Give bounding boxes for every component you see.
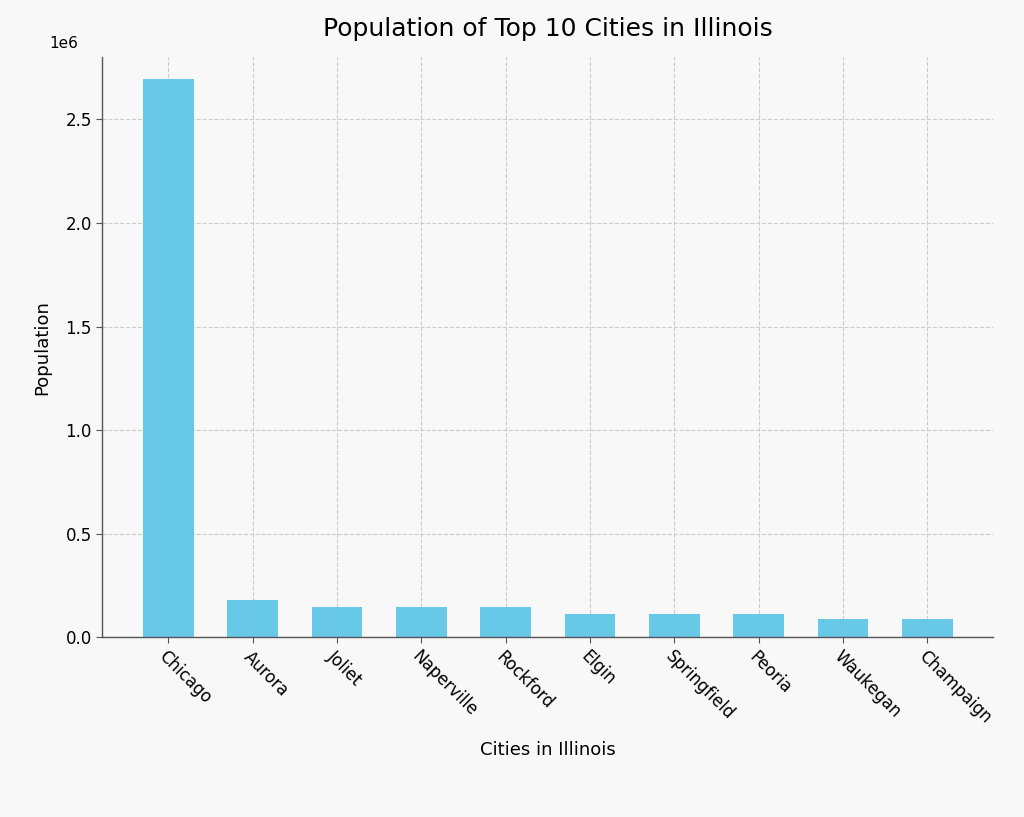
Bar [480, 607, 531, 637]
Y-axis label: Population: Population [34, 300, 52, 395]
Bar [818, 618, 868, 637]
X-axis label: Cities in Illinois: Cities in Illinois [480, 741, 615, 759]
Bar [227, 600, 278, 637]
Bar [649, 614, 699, 637]
Bar [564, 614, 615, 637]
Bar [311, 607, 362, 637]
Bar [733, 614, 784, 637]
Bar [396, 606, 446, 637]
Title: Population of Top 10 Cities in Illinois: Population of Top 10 Cities in Illinois [323, 17, 773, 42]
Text: 1e6: 1e6 [49, 37, 78, 51]
Bar [902, 618, 952, 637]
Bar [143, 78, 194, 637]
